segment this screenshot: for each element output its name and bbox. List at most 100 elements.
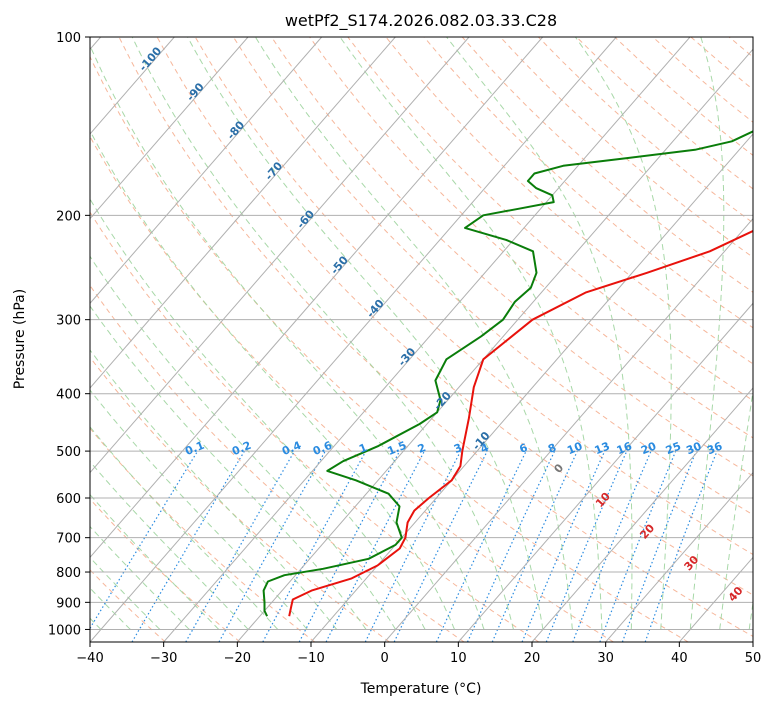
x-tick-label: 20 [524, 651, 541, 666]
mixing-ratio-label: 0.4 [280, 439, 303, 458]
dry-adiabat [90, 135, 614, 642]
y-tick-label: 1000 [48, 623, 81, 638]
moist-adiabat [90, 349, 338, 630]
x-tick-label: −10 [297, 651, 324, 666]
moist-adiabat [187, 37, 544, 630]
y-tick-label: 800 [56, 566, 81, 581]
x-axis: −40 −30 −20 −10 0 10 20 30 40 50 [76, 642, 761, 666]
x-tick-label: −30 [150, 651, 177, 666]
moist-adiabat [90, 129, 455, 630]
isotherm-line [605, 471, 753, 642]
x-tick-label: 0 [381, 651, 389, 666]
isotherm-line [678, 556, 753, 642]
dry-adiabat [728, 37, 753, 58]
moist-adiabat-label: 0 [551, 461, 566, 476]
dry-adiabat [90, 427, 316, 642]
mixing-ratio-label: 36 [705, 439, 724, 457]
mixing-ratio-label: 25 [664, 440, 683, 458]
mixing-ratio-line [491, 450, 578, 642]
x-tick-label: 30 [597, 651, 614, 666]
isotherm-line [90, 37, 470, 474]
mixing-ratio-label: 10 [565, 439, 584, 457]
isotherm-line [531, 387, 753, 642]
dry-adiabat [118, 37, 753, 638]
mixing-ratio-line [393, 450, 488, 642]
isotherm-line [163, 37, 691, 642]
isotherm-line [457, 302, 753, 642]
dry-adiabat [614, 37, 753, 156]
isotherm-line [90, 37, 249, 220]
chart-title: wetPf2_S174.2026.082.03.33.C28 [285, 11, 557, 31]
line-labels: -100-90-80-70-60-50-40-30-20-100.1 0.2 0.4… [136, 44, 745, 604]
isotherm-label: -40 [364, 297, 387, 321]
dry-adiabat [271, 37, 753, 477]
moist-adiabat [90, 426, 279, 630]
background-lines [90, 37, 775, 642]
x-tick-label: −20 [224, 651, 251, 666]
isotherm-label: -100 [136, 44, 164, 74]
moist-adiabat [339, 37, 603, 630]
mixing-ratio-label: 3 [452, 441, 464, 456]
dry-adiabat [767, 37, 775, 642]
moist-adiabat-label: 10 [593, 490, 613, 510]
y-tick-label: 300 [56, 314, 81, 329]
y-tick-label: 400 [56, 388, 81, 403]
dry-adiabat [232, 37, 753, 516]
moist-adiabat [254, 37, 573, 630]
grid [90, 37, 753, 642]
mixing-ratio-line [435, 450, 527, 642]
mixing-ratio-line [572, 450, 652, 642]
mixing-ratio-line [90, 450, 199, 630]
y-tick-label: 200 [56, 209, 81, 224]
moist-adiabat [689, 37, 725, 630]
dry-adiabat [194, 37, 753, 556]
mixing-ratio-label: 1.5 [385, 439, 408, 458]
moist-adiabat [90, 460, 249, 630]
moist-adiabat [446, 37, 633, 630]
mixing-ratio-label: 0.1 [183, 439, 206, 458]
mixing-ratio-label: 20 [639, 439, 658, 457]
isotherm-label: -20 [431, 389, 454, 413]
dry-adiabat [90, 211, 540, 642]
isotherm-line [236, 48, 753, 642]
mixing-ratio-label: 4 [479, 441, 491, 456]
dry-adiabat [90, 356, 390, 642]
mixing-ratio-line [644, 450, 718, 642]
moist-adiabat [131, 37, 514, 630]
isotherm-line [90, 37, 323, 305]
dry-adiabat [690, 37, 753, 91]
dry-adiabat [90, 55, 689, 642]
mixing-ratio-label: 16 [615, 439, 634, 457]
isotherm-label: -90 [184, 80, 207, 104]
moist-adiabat-label: 40 [726, 584, 746, 604]
x-tick-label: 50 [745, 651, 762, 666]
series-layer [262, 130, 753, 617]
moist-adiabat-label: 20 [637, 521, 657, 541]
mixing-ratio-label: 0.6 [311, 439, 334, 458]
moist-adiabat [90, 255, 397, 630]
dry-adiabat [461, 37, 753, 293]
isotherm-line [90, 37, 617, 642]
isotherm-label: -70 [263, 159, 286, 183]
dewpoint-line [262, 130, 753, 617]
dry-adiabat [156, 37, 753, 596]
moist-adiabat [90, 525, 190, 630]
y-axis-label: Pressure (hPa) [12, 289, 28, 389]
mixing-ratio-line [621, 450, 697, 642]
y-tick-label: 900 [56, 596, 81, 611]
dry-adiabat [90, 498, 241, 642]
mixing-ratio-label: 6 [518, 441, 530, 456]
isotherm-label: -50 [328, 253, 351, 277]
moist-adiabat [90, 198, 426, 630]
mixing-ratio-line [298, 450, 401, 642]
dry-adiabat [652, 37, 753, 123]
moist-adiabat [574, 37, 672, 630]
isotherm-line [752, 641, 753, 642]
moist-adiabat [719, 387, 753, 630]
mixing-ratio-line [364, 450, 462, 642]
x-tick-label: −40 [76, 651, 103, 666]
mixing-ratio-line [262, 450, 367, 642]
moist-adiabat-label: 30 [682, 553, 702, 573]
mixing-ratio-label: 8 [546, 441, 558, 456]
x-tick-label: 10 [450, 651, 467, 666]
